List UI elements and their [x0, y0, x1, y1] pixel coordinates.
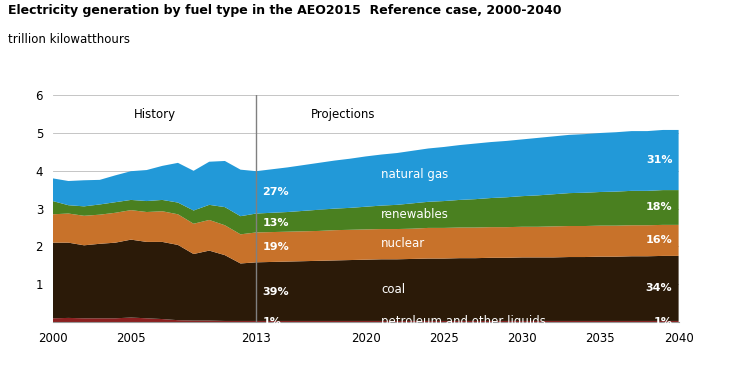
Text: 13%: 13%: [262, 218, 289, 228]
Text: 18%: 18%: [645, 202, 673, 213]
Text: History: History: [133, 108, 176, 122]
Text: petroleum and other liquids: petroleum and other liquids: [382, 315, 546, 328]
Text: 16%: 16%: [645, 235, 673, 245]
Text: 27%: 27%: [262, 187, 289, 197]
Text: 39%: 39%: [262, 287, 289, 296]
Text: 19%: 19%: [262, 242, 290, 253]
Text: coal: coal: [382, 283, 406, 296]
Text: natural gas: natural gas: [382, 168, 449, 180]
Text: trillion kilowatthours: trillion kilowatthours: [8, 33, 130, 46]
Text: nuclear: nuclear: [382, 237, 425, 250]
Text: renewables: renewables: [382, 208, 449, 221]
Text: 1%: 1%: [654, 317, 673, 326]
Text: Projections: Projections: [311, 108, 375, 122]
Text: 31%: 31%: [646, 155, 673, 165]
Text: 34%: 34%: [645, 283, 673, 294]
Text: Electricity generation by fuel type in the AEO2015  Reference case, 2000-2040: Electricity generation by fuel type in t…: [8, 4, 561, 17]
Text: 1%: 1%: [262, 317, 281, 326]
